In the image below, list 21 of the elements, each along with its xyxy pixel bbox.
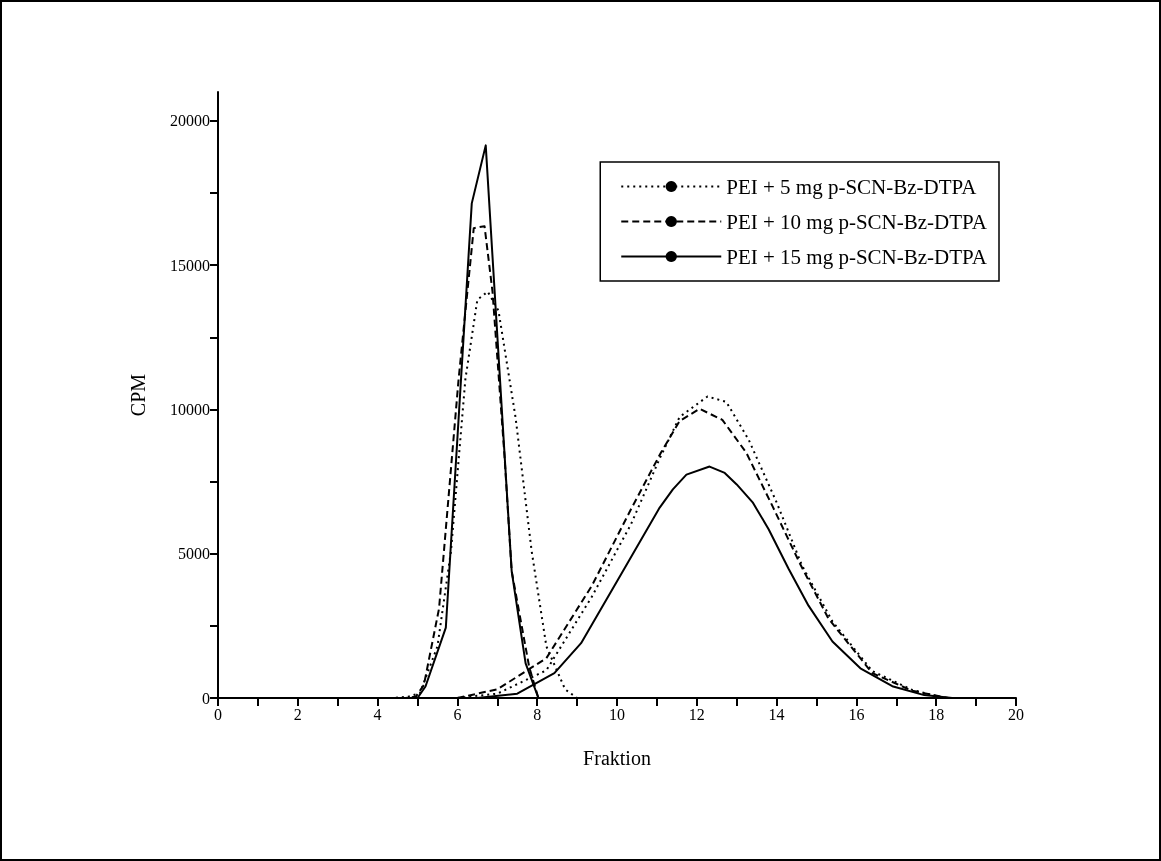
x-tick-label: 8	[533, 705, 542, 723]
y-tick-label: 20000	[170, 112, 210, 130]
x-tick-label: 16	[848, 705, 865, 723]
x-tick-label: 18	[928, 705, 945, 723]
x-tick-label: 6	[453, 705, 462, 723]
x-tick-label: 10	[609, 705, 625, 723]
y-tick-label: 10000	[170, 400, 210, 418]
legend-label: PEI + 15 mg p-SCN-Bz-DTPA	[726, 244, 988, 269]
x-tick-label: 4	[373, 705, 382, 723]
y-tick-label: 0	[202, 689, 210, 707]
x-tick-label: 2	[293, 705, 302, 723]
x-axis-title: Fraktion	[583, 747, 651, 769]
x-tick-label: 12	[688, 705, 705, 723]
x-tick-label: 0	[214, 705, 222, 723]
x-tick-label: 20	[1008, 705, 1024, 723]
legend-label: PEI + 10 mg p-SCN-Bz-DTPA	[726, 209, 988, 234]
y-tick-label: 5000	[178, 545, 210, 563]
legend-label: PEI + 5 mg p-SCN-Bz-DTPA	[726, 174, 978, 199]
x-tick-label: 14	[768, 705, 785, 723]
y-tick-label: 15000	[170, 256, 210, 274]
y-axis-title: CPM	[127, 373, 149, 417]
